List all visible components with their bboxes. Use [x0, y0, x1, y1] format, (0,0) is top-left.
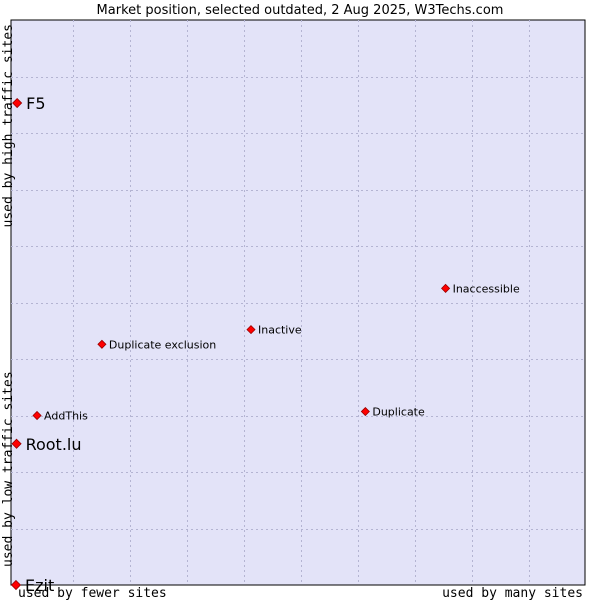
point-label: Ezit [25, 576, 54, 595]
plot-area [10, 19, 586, 586]
point-duplicate-exclusion: Duplicate exclusion [97, 338, 216, 351]
y-axis-label-bottom: used by low traffic sites [1, 371, 16, 567]
y-axis-label-top: used by high traffic sites [1, 24, 16, 228]
point-label: Inactive [258, 324, 302, 337]
point-label: Inaccessible [453, 282, 520, 295]
point-marker [11, 438, 22, 449]
grid-lines [11, 20, 585, 585]
point-duplicate: Duplicate [360, 406, 425, 419]
point-inactive: Inactive [246, 324, 302, 337]
point-marker [12, 97, 23, 109]
point-label: Root.lu [26, 435, 82, 454]
point-root-lu: Root.lu [11, 435, 82, 454]
point-marker [246, 325, 256, 335]
point-f5: F5 [12, 94, 46, 113]
point-addthis: AddThis [32, 410, 88, 423]
x-axis-label-right: used by many sites [442, 586, 583, 600]
point-ezit: Ezit [10, 576, 54, 595]
point-inaccessible: Inaccessible [441, 282, 520, 295]
point-marker [97, 339, 107, 349]
x-axis-label-left: used by fewer sites [18, 586, 167, 600]
point-marker [10, 579, 22, 591]
point-marker [360, 406, 370, 417]
data-points: F5 Root.lu Ezit AddThis Duplicate exclusion I… [10, 94, 520, 595]
point-label: Duplicate exclusion [109, 338, 216, 351]
point-label: AddThis [44, 410, 88, 423]
point-marker [441, 283, 451, 293]
point-marker [32, 410, 42, 421]
point-label: F5 [26, 94, 45, 113]
point-label: Duplicate [372, 406, 425, 419]
chart-title: Market position, selected outdated, 2 Au… [97, 3, 504, 18]
